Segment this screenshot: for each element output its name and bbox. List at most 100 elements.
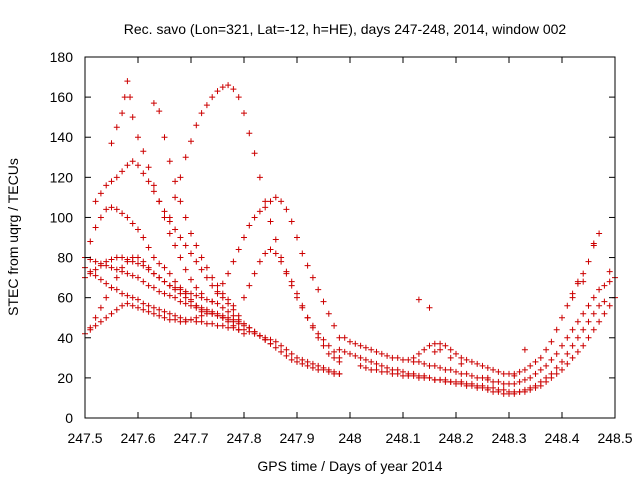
data-point (119, 210, 126, 217)
data-point (246, 324, 253, 331)
data-point (235, 312, 242, 319)
y-tick-label: 40 (57, 330, 73, 346)
data-point (177, 174, 184, 181)
data-point (415, 374, 422, 381)
data-point (553, 350, 560, 357)
data-point (150, 188, 157, 195)
data-point (537, 378, 544, 385)
data-point (431, 362, 438, 369)
data-point (548, 338, 555, 345)
data-point (574, 318, 581, 325)
data-point (219, 314, 226, 321)
data-point (166, 282, 173, 289)
data-point (251, 270, 258, 277)
data-point (241, 110, 247, 117)
data-point (172, 278, 179, 285)
data-point (214, 322, 221, 329)
data-point (113, 266, 120, 273)
data-point (511, 380, 518, 387)
data-point (495, 368, 502, 375)
data-point (585, 318, 592, 325)
data-point (140, 170, 147, 177)
data-point (606, 278, 613, 285)
data-point (150, 304, 157, 311)
data-point (453, 378, 459, 385)
data-point (294, 290, 300, 297)
data-point (580, 326, 587, 333)
data-point (177, 234, 184, 241)
data-point (156, 198, 163, 205)
data-point (590, 326, 597, 333)
data-point (145, 178, 152, 185)
data-point (103, 182, 110, 189)
data-point (225, 82, 232, 89)
data-point (230, 312, 237, 319)
data-point (458, 378, 465, 385)
data-point (500, 370, 507, 377)
data-point (400, 356, 406, 363)
data-point (596, 302, 603, 309)
chart-title: Rec. savo (Lon=321, Lat=-12, h=HE), days… (124, 21, 567, 37)
data-point (219, 304, 226, 311)
data-point (150, 182, 157, 189)
data-point (347, 350, 353, 357)
data-point (304, 314, 311, 321)
data-point (585, 334, 592, 341)
data-point (336, 346, 343, 353)
data-point (511, 388, 518, 395)
data-point (468, 380, 475, 387)
data-point (479, 374, 486, 381)
x-tick-label: 247.9 (279, 430, 314, 446)
data-point (325, 342, 332, 349)
data-point (172, 226, 179, 233)
data-point (124, 270, 131, 277)
data-point (553, 326, 560, 333)
data-point (135, 134, 141, 141)
data-point (198, 266, 205, 273)
data-point (272, 338, 279, 345)
data-point (188, 290, 194, 297)
data-point (548, 370, 555, 377)
data-point (267, 198, 274, 205)
data-point (140, 234, 147, 241)
data-point (447, 366, 454, 373)
data-point (87, 326, 94, 333)
data-point (214, 282, 221, 289)
data-point (166, 270, 173, 277)
data-point (474, 360, 481, 367)
x-tick-label: 248 (338, 430, 362, 446)
data-point (113, 286, 120, 293)
data-point (559, 358, 565, 365)
y-tick-label: 60 (57, 290, 73, 306)
data-point (458, 370, 465, 377)
data-point (543, 362, 550, 369)
x-tick-label: 247.8 (226, 430, 261, 446)
data-point (214, 312, 221, 319)
data-point (294, 354, 300, 361)
data-point (553, 364, 560, 371)
data-point (288, 278, 295, 285)
data-point (437, 364, 444, 371)
data-point (119, 254, 126, 261)
data-point (272, 344, 279, 351)
data-point (251, 328, 258, 335)
data-point (278, 258, 285, 265)
data-point (569, 354, 576, 361)
data-point (156, 312, 163, 319)
data-point (92, 322, 99, 329)
data-point (527, 362, 534, 369)
data-point (119, 168, 126, 175)
data-point (389, 354, 396, 361)
data-point (103, 258, 110, 265)
data-point (564, 350, 571, 357)
data-point (97, 318, 104, 325)
data-point (161, 308, 168, 315)
data-point (150, 100, 157, 107)
data-point (559, 342, 565, 349)
data-point (384, 368, 391, 375)
x-tick-label: 247.6 (120, 430, 155, 446)
x-tick-label: 248.2 (438, 430, 473, 446)
data-point (341, 334, 348, 341)
data-point (135, 254, 141, 261)
data-point (320, 364, 327, 371)
